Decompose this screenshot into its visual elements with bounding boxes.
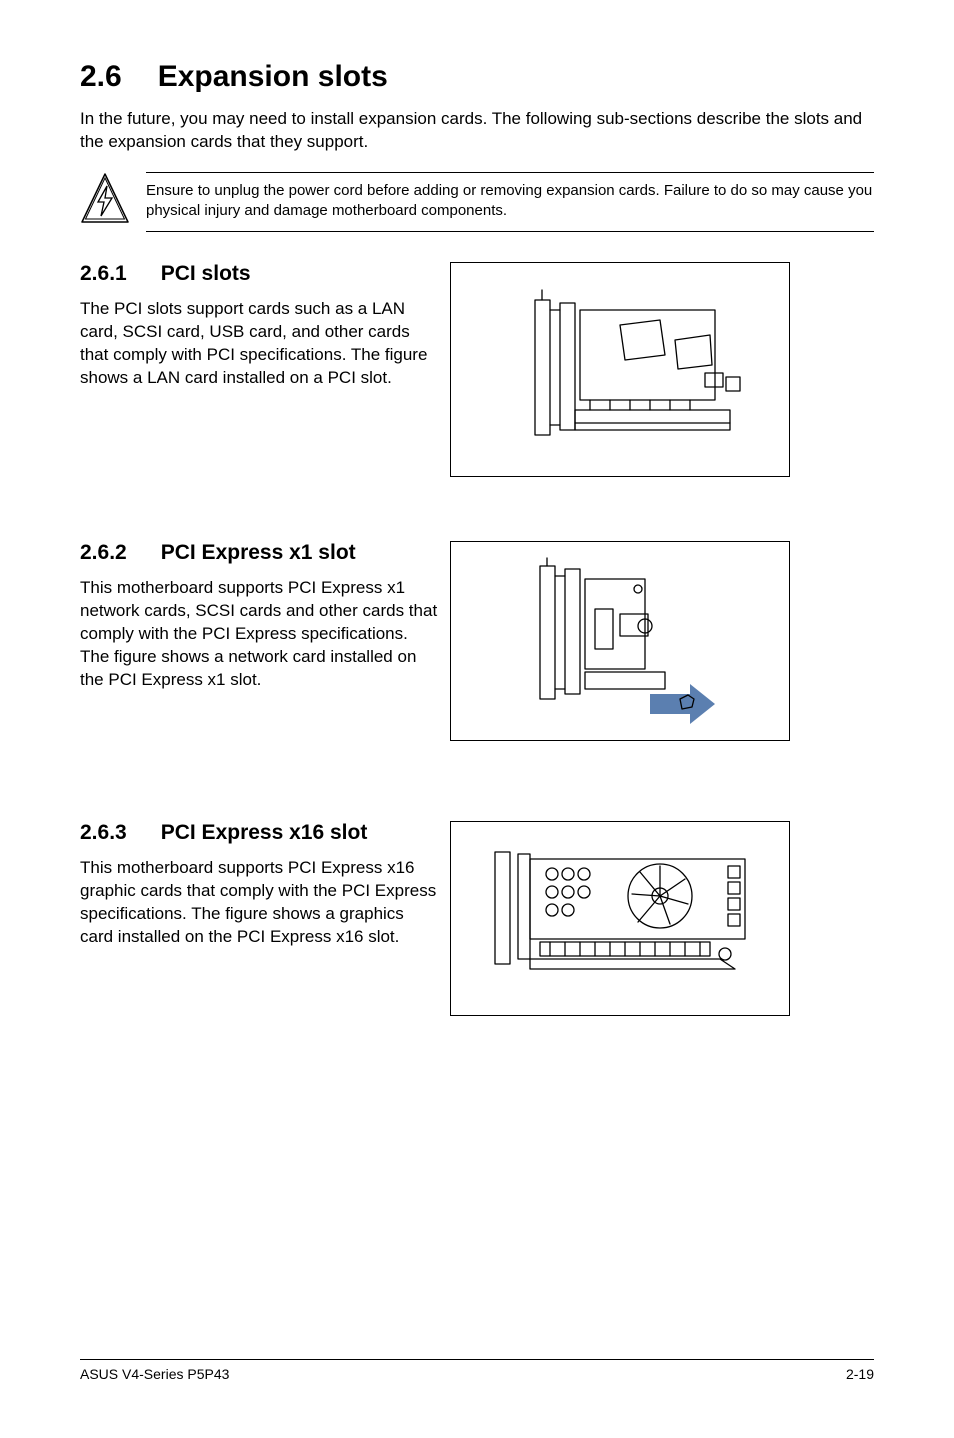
subsection-number: 2.6.2 bbox=[80, 541, 127, 564]
heading-title: Expansion slots bbox=[158, 60, 388, 93]
warning-callout: Ensure to unplug the power cord before a… bbox=[80, 172, 874, 233]
subsection-heading: 2.6.1 PCI slots bbox=[80, 262, 450, 286]
subsection-title: PCI Express x1 slot bbox=[161, 541, 356, 564]
pcie-x16-illustration bbox=[470, 834, 770, 1004]
pcie-x16-figure bbox=[450, 821, 790, 1016]
page-footer: ASUS V4-Series P5P43 2-19 bbox=[80, 1359, 874, 1382]
subsection-body: The PCI slots support cards such as a LA… bbox=[80, 298, 450, 390]
lightning-triangle-icon bbox=[80, 172, 130, 228]
subsection-pcie-x1: 2.6.2 PCI Express x1 slot This motherboar… bbox=[80, 541, 874, 741]
footer-left: ASUS V4-Series P5P43 bbox=[80, 1366, 229, 1382]
subsection-heading: 2.6.3 PCI Express x16 slot bbox=[80, 821, 450, 845]
subsection-pci-slots: 2.6.1 PCI slots The PCI slots support car… bbox=[80, 262, 874, 477]
heading-number: 2.6 bbox=[80, 60, 122, 93]
intro-paragraph: In the future, you may need to install e… bbox=[80, 108, 874, 154]
subsection-number: 2.6.1 bbox=[80, 262, 127, 285]
subsection-title: PCI Express x16 slot bbox=[161, 821, 368, 844]
warning-text: Ensure to unplug the power cord before a… bbox=[146, 172, 874, 233]
subsection-body: This motherboard supports PCI Express x1… bbox=[80, 857, 450, 949]
subsection-title: PCI slots bbox=[161, 262, 251, 285]
pcie-x1-figure bbox=[450, 541, 790, 741]
pcie-x1-illustration bbox=[490, 554, 750, 729]
subsection-body: This motherboard supports PCI Express x1… bbox=[80, 577, 450, 692]
footer-right: 2-19 bbox=[846, 1366, 874, 1382]
warning-icon bbox=[80, 172, 130, 228]
subsection-number: 2.6.3 bbox=[80, 821, 127, 844]
section-heading: 2.6 Expansion slots bbox=[80, 60, 874, 94]
pci-slot-figure bbox=[450, 262, 790, 477]
pci-slot-illustration bbox=[480, 285, 760, 455]
subsection-heading: 2.6.2 PCI Express x1 slot bbox=[80, 541, 450, 565]
subsection-pcie-x16: 2.6.3 PCI Express x16 slot This motherboa… bbox=[80, 821, 874, 1016]
